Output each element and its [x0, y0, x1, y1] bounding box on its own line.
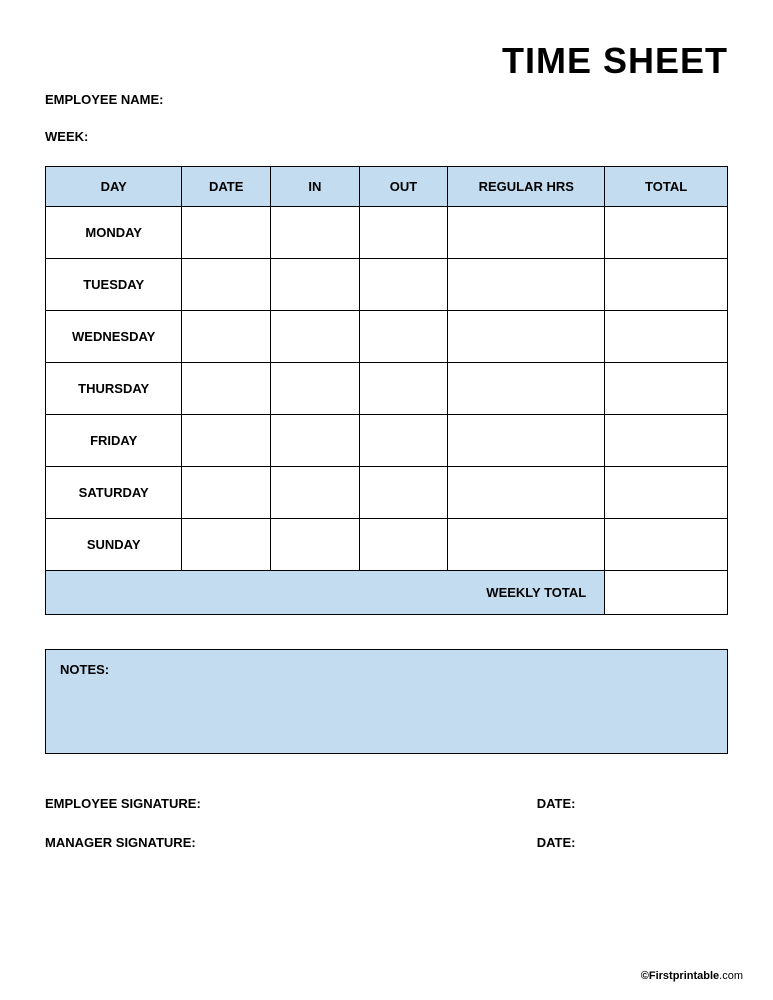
cell-date — [182, 207, 271, 259]
employee-name-label: EMPLOYEE NAME: — [45, 92, 728, 107]
table-row: THURSDAY — [46, 363, 728, 415]
col-header-out: OUT — [359, 167, 448, 207]
cell-reg — [448, 363, 605, 415]
cell-reg — [448, 207, 605, 259]
cell-reg — [448, 467, 605, 519]
cell-day: SUNDAY — [46, 519, 182, 571]
cell-date — [182, 311, 271, 363]
cell-date — [182, 467, 271, 519]
table-row: MONDAY — [46, 207, 728, 259]
cell-day: WEDNESDAY — [46, 311, 182, 363]
table-row: FRIDAY — [46, 415, 728, 467]
footer-attribution: ©Firstprintable.com — [641, 970, 743, 982]
cell-total — [605, 363, 728, 415]
cell-day: SATURDAY — [46, 467, 182, 519]
weekly-total-row: WEEKLY TOTAL — [46, 571, 728, 615]
footer-domain: .com — [719, 970, 743, 982]
cell-in — [271, 519, 360, 571]
weekly-total-value — [605, 571, 728, 615]
footer-brand: ©Firstprintable — [641, 970, 719, 982]
cell-day: FRIDAY — [46, 415, 182, 467]
timesheet-table: DAY DATE IN OUT REGULAR HRS TOTAL MONDAY… — [45, 166, 728, 615]
cell-total — [605, 207, 728, 259]
cell-total — [605, 519, 728, 571]
table-row: WEDNESDAY — [46, 311, 728, 363]
cell-out — [359, 519, 448, 571]
signature-block: EMPLOYEE SIGNATURE: DATE: MANAGER SIGNAT… — [45, 796, 728, 850]
cell-date — [182, 259, 271, 311]
week-label: WEEK: — [45, 129, 728, 144]
employee-signature-label: EMPLOYEE SIGNATURE: — [45, 796, 537, 811]
cell-date — [182, 363, 271, 415]
col-header-date: DATE — [182, 167, 271, 207]
manager-signature-date-label: DATE: — [537, 835, 728, 850]
cell-out — [359, 259, 448, 311]
table-row: SUNDAY — [46, 519, 728, 571]
cell-reg — [448, 259, 605, 311]
cell-in — [271, 363, 360, 415]
cell-in — [271, 259, 360, 311]
weekly-total-label: WEEKLY TOTAL — [46, 571, 605, 615]
table-row: SATURDAY — [46, 467, 728, 519]
col-header-day: DAY — [46, 167, 182, 207]
cell-out — [359, 311, 448, 363]
cell-date — [182, 519, 271, 571]
table-header-row: DAY DATE IN OUT REGULAR HRS TOTAL — [46, 167, 728, 207]
cell-total — [605, 415, 728, 467]
employee-signature-date-label: DATE: — [537, 796, 728, 811]
cell-total — [605, 259, 728, 311]
cell-day: THURSDAY — [46, 363, 182, 415]
col-header-total: TOTAL — [605, 167, 728, 207]
cell-reg — [448, 311, 605, 363]
cell-date — [182, 415, 271, 467]
cell-in — [271, 311, 360, 363]
cell-out — [359, 415, 448, 467]
cell-day: TUESDAY — [46, 259, 182, 311]
manager-signature-label: MANAGER SIGNATURE: — [45, 835, 537, 850]
cell-in — [271, 207, 360, 259]
table-row: TUESDAY — [46, 259, 728, 311]
cell-day: MONDAY — [46, 207, 182, 259]
cell-out — [359, 467, 448, 519]
cell-total — [605, 467, 728, 519]
notes-label: NOTES: — [60, 662, 109, 677]
cell-total — [605, 311, 728, 363]
cell-in — [271, 415, 360, 467]
notes-box: NOTES: — [45, 649, 728, 754]
cell-reg — [448, 415, 605, 467]
cell-reg — [448, 519, 605, 571]
cell-out — [359, 207, 448, 259]
cell-in — [271, 467, 360, 519]
col-header-in: IN — [271, 167, 360, 207]
col-header-regular-hrs: REGULAR HRS — [448, 167, 605, 207]
page-title: TIME SHEET — [45, 40, 728, 82]
cell-out — [359, 363, 448, 415]
